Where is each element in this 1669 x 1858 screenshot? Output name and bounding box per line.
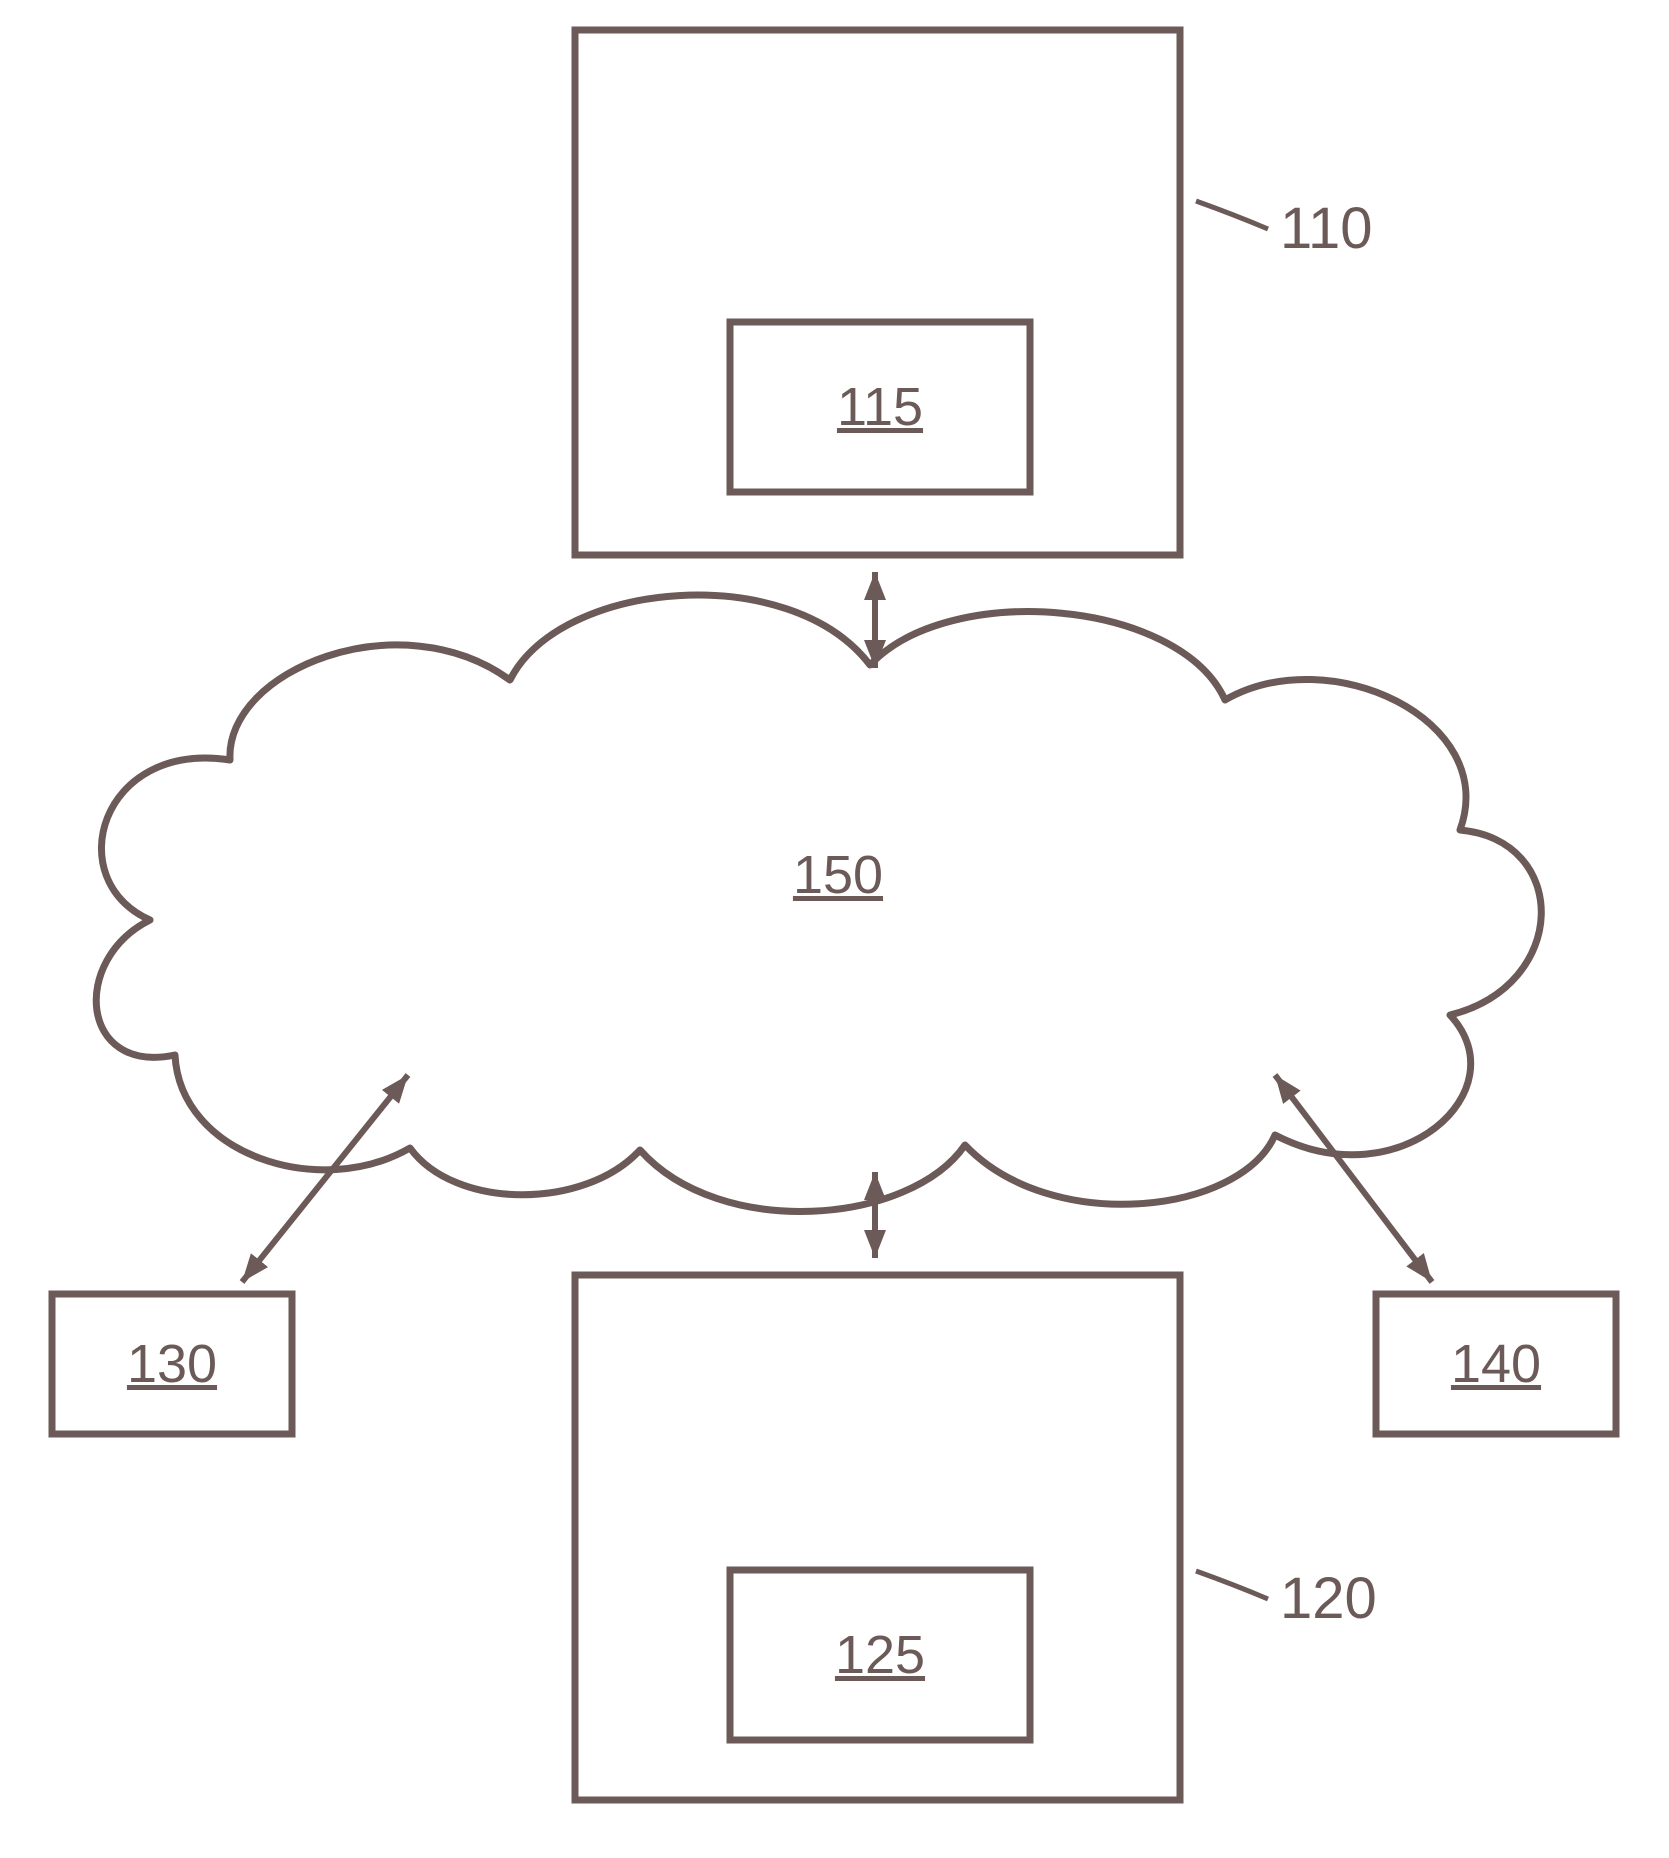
diagram-svg <box>0 0 1669 1858</box>
box130-label: 130 <box>52 1337 292 1391</box>
box125-label: 125 <box>730 1628 1030 1682</box>
callout-lead-110 <box>1196 201 1268 229</box>
box115-label: 115 <box>730 380 1030 434</box>
callout-lead-120 <box>1196 1571 1268 1599</box>
callout-120: 120 <box>1280 1570 1377 1628</box>
cloud150-label: 150 <box>738 848 938 902</box>
callout-110: 110 <box>1280 200 1372 258</box>
connector-box140-cloud150 <box>1275 1075 1432 1282</box>
box120 <box>575 1275 1180 1800</box>
connector-box130-cloud150 <box>242 1075 408 1282</box>
diagram-canvas: 115 125 130 140 150 110 120 <box>0 0 1669 1858</box>
box110 <box>575 30 1180 555</box>
box140-label: 140 <box>1376 1337 1616 1391</box>
